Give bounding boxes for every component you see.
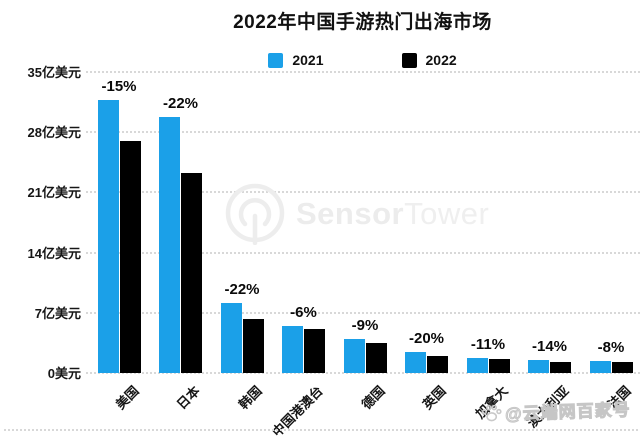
legend-label-2022: 2022 xyxy=(426,52,457,68)
bar-2021 xyxy=(467,358,488,373)
legend-swatch-2021 xyxy=(268,53,283,68)
bar-group: -14% xyxy=(528,72,571,373)
bar-group: -22% xyxy=(159,72,202,373)
x-axis-label: 德国 xyxy=(357,381,389,413)
bar-2021 xyxy=(98,100,119,373)
bar-2021 xyxy=(590,361,611,373)
bar-group: -11% xyxy=(467,72,510,373)
legend-item-2022: 2022 xyxy=(402,52,457,68)
bar-2022 xyxy=(612,362,633,373)
bar-2022 xyxy=(366,343,387,373)
bar-2021 xyxy=(282,326,303,373)
x-axis-label: 中国港澳台 xyxy=(268,381,327,440)
x-axis-label: 韩国 xyxy=(234,381,266,413)
x-axis-label: 日本 xyxy=(172,381,204,413)
x-axis-label: 美国 xyxy=(111,381,143,413)
bar-2021 xyxy=(405,352,426,374)
legend: 2021 2022 xyxy=(85,52,640,68)
legend-item-2021: 2021 xyxy=(268,52,323,68)
y-axis-tick: 35亿美元 xyxy=(0,66,81,79)
change-label: -8% xyxy=(574,339,640,356)
change-label: -22% xyxy=(143,95,218,112)
bar-2022 xyxy=(181,173,202,373)
x-axis-label: 法国 xyxy=(603,381,635,413)
bar-group: -15% xyxy=(98,72,141,373)
bar-group: -9% xyxy=(344,72,387,373)
y-axis-tick: 14亿美元 xyxy=(0,247,81,260)
bar-group: -8% xyxy=(590,72,633,373)
y-axis-tick: 21亿美元 xyxy=(0,186,81,199)
x-axis-label: 英国 xyxy=(418,381,450,413)
bar-2021 xyxy=(221,303,242,373)
bar-group: -22% xyxy=(221,72,264,373)
change-label: -22% xyxy=(205,281,280,298)
bottom-divider xyxy=(4,429,638,431)
y-axis-tick: 28亿美元 xyxy=(0,126,81,139)
bar-2022 xyxy=(243,319,264,373)
y-axis-tick: 7亿美元 xyxy=(0,307,81,320)
legend-label-2021: 2021 xyxy=(292,52,323,68)
bar-2021 xyxy=(528,360,549,373)
bar-2022 xyxy=(550,362,571,373)
bar-2022 xyxy=(304,329,325,373)
bar-2022 xyxy=(427,356,448,373)
x-axis-label: 加拿大 xyxy=(470,381,511,422)
bar-2022 xyxy=(120,141,141,373)
bar-group: -6% xyxy=(282,72,325,373)
bar-2021 xyxy=(344,339,365,373)
change-label: -15% xyxy=(82,78,157,95)
bar-2022 xyxy=(489,359,510,373)
page-title: 2022年中国手游热门出海市场 xyxy=(85,7,640,34)
bar-2021 xyxy=(159,117,180,373)
legend-swatch-2022 xyxy=(402,53,417,68)
y-axis-tick: 0美元 xyxy=(0,367,81,380)
x-axis-label: 澳大利亚 xyxy=(523,381,573,431)
bar-group: -20% xyxy=(405,72,448,373)
